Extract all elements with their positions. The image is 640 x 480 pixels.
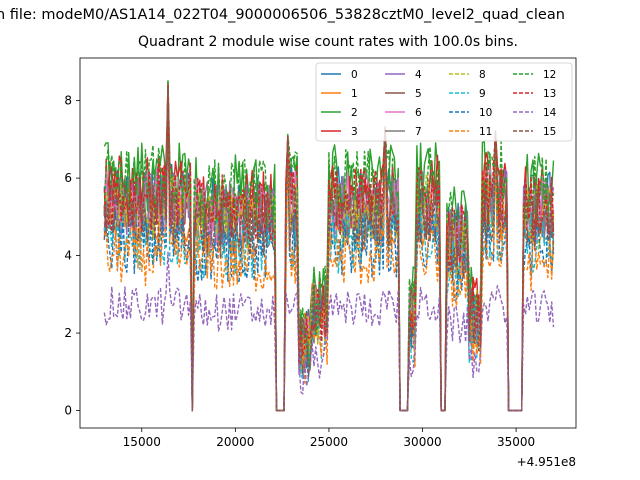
legend-label-9: 9 xyxy=(479,88,486,100)
series-layer xyxy=(103,80,555,412)
y-tick-label-8: 8 xyxy=(64,94,72,108)
x-tick-label-25000: 25000 xyxy=(310,435,348,449)
legend-label-8: 8 xyxy=(479,69,486,81)
x-tick-label-35000: 35000 xyxy=(497,435,535,449)
legend-label-2: 2 xyxy=(351,107,358,119)
chart-title: Quadrant 2 module wise count rates with … xyxy=(138,34,518,50)
x-offset-label: +4.951e8 xyxy=(517,455,576,469)
legend-box xyxy=(315,62,573,142)
legend-label-7: 7 xyxy=(415,126,422,138)
y-tick-label-4: 4 xyxy=(64,249,72,263)
x-tick-label-30000: 30000 xyxy=(403,435,441,449)
x-tick-label-20000: 20000 xyxy=(216,435,254,449)
legend-label-1: 1 xyxy=(351,88,358,100)
legend-label-0: 0 xyxy=(351,69,358,81)
legend-label-3: 3 xyxy=(351,126,358,138)
y-tick-label-2: 2 xyxy=(64,326,72,340)
series-line-15 xyxy=(103,85,555,412)
y-tick-label-0: 0 xyxy=(64,404,72,418)
legend-label-5: 5 xyxy=(415,88,422,100)
legend-label-13: 13 xyxy=(543,88,556,100)
axis-ticks: 15000 20000 25000 30000 35000 0 2 4 6 8 xyxy=(64,94,535,449)
series-line-14 xyxy=(103,251,555,412)
figure-suptitle: n file: modeM0/AS1A14_022T04_9000006506_… xyxy=(0,7,565,23)
legend-label-4: 4 xyxy=(415,69,422,81)
legend-label-10: 10 xyxy=(479,107,492,119)
y-tick-label-6: 6 xyxy=(64,171,72,185)
legend-label-14: 14 xyxy=(543,107,557,119)
legend-label-15: 15 xyxy=(543,126,556,138)
plot-frame xyxy=(79,57,577,429)
legend-label-6: 6 xyxy=(415,107,422,119)
series-line-13 xyxy=(103,82,555,412)
series-line-11 xyxy=(103,90,555,412)
legend-label-11: 11 xyxy=(479,126,492,138)
legend-label-12: 12 xyxy=(543,69,556,81)
x-tick-label-15000: 15000 xyxy=(123,435,161,449)
